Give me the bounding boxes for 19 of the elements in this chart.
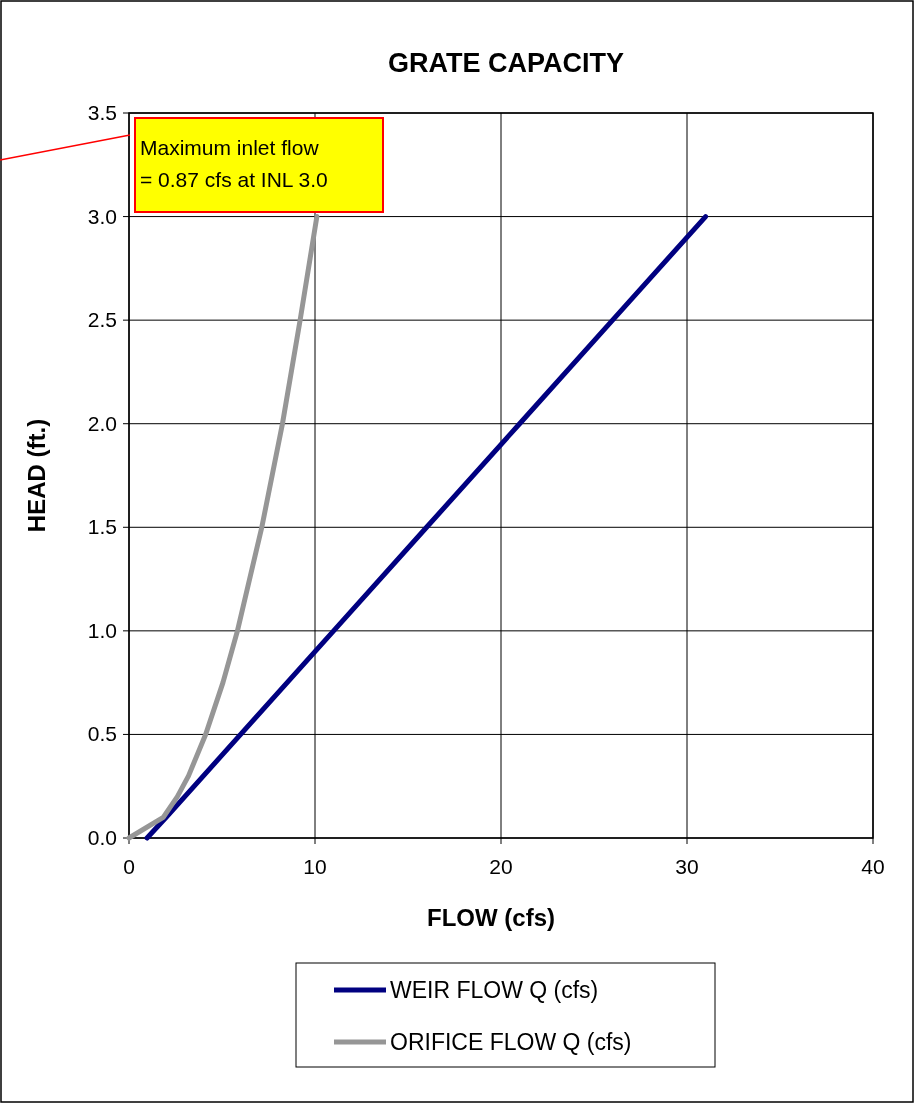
y-tick-label: 2.5 (87, 308, 117, 332)
x-tick-label: 10 (303, 855, 327, 878)
x-tick-label: 30 (675, 855, 699, 878)
chart-title: GRATE CAPACITY (388, 48, 624, 78)
x-tick-label: 40 (861, 855, 885, 878)
annotation: Maximum inlet flow = 0.87 cfs at INL 3.0 (140, 136, 328, 191)
x-tick-label: 0 (123, 855, 135, 878)
y-axis-title: HEAD (ft.) (23, 418, 50, 533)
legend-label: WEIR FLOW Q (cfs) (390, 977, 599, 1003)
x-tick-label: 20 (489, 855, 513, 878)
y-tick-label: 3.0 (87, 204, 117, 228)
y-tick-label: 1.5 (87, 515, 117, 539)
y-tick-label: 0.5 (87, 722, 117, 746)
legend-label: ORIFICE FLOW Q (cfs) (390, 1029, 632, 1055)
y-tick-label: 2.0 (87, 411, 117, 435)
y-tick-label: 0.0 (87, 826, 117, 849)
y-tick-label: 1.0 (87, 618, 117, 642)
y-tick-label: 3.5 (87, 101, 117, 124)
x-axis-title: FLOW (cfs) (427, 904, 555, 931)
